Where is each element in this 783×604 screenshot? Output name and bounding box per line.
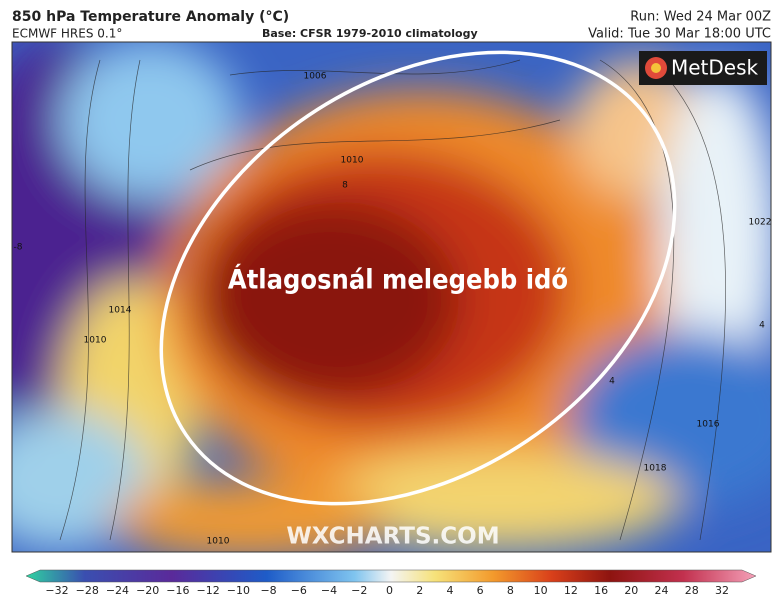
contour-label: 8 <box>342 181 348 191</box>
model: ECMWF HRES 0.1° <box>12 27 122 41</box>
colorbar <box>25 569 757 583</box>
colorbar-label: −10 <box>227 584 250 597</box>
watermark: WXCHARTS.COM <box>286 524 499 550</box>
colorbar-label: −2 <box>351 584 367 597</box>
colorbar-label: −24 <box>106 584 129 597</box>
colorbar-label: 8 <box>507 584 514 597</box>
annotation: Átlagosnál melegebb idő <box>228 264 568 296</box>
contour-label: 1010 <box>84 336 107 346</box>
colorbar-label: 28 <box>685 584 699 597</box>
contour-label: 1016 <box>697 420 720 430</box>
colorbar-label: −20 <box>136 584 159 597</box>
colorbar-label: 0 <box>386 584 393 597</box>
colorbar-label: −16 <box>166 584 189 597</box>
contour-label: 1018 <box>644 464 667 474</box>
colorbar-label: 16 <box>594 584 608 597</box>
colorbar-label: −28 <box>76 584 99 597</box>
run: Run: Wed 24 Mar 00Z <box>630 10 771 25</box>
colorbar-label: −32 <box>45 584 68 597</box>
logo-icon <box>651 63 661 73</box>
contour-label: 1010 <box>341 156 364 166</box>
contour-label: 1022 <box>749 218 772 228</box>
colorbar-label: −12 <box>197 584 220 597</box>
colorbar-label: 4 <box>446 584 453 597</box>
contour-label: 1014 <box>109 306 132 316</box>
logo: MetDesk <box>671 56 759 80</box>
colorbar-label: 12 <box>564 584 578 597</box>
colorbar-label: −4 <box>321 584 337 597</box>
colorbar-label: 6 <box>477 584 484 597</box>
colorbar-label: 32 <box>715 584 729 597</box>
contour-label: -8 <box>14 243 23 253</box>
base: Base: CFSR 1979-2010 climatology <box>262 27 478 40</box>
colorbar-label: 24 <box>655 584 669 597</box>
colorbar-label: −8 <box>260 584 276 597</box>
colorbar-label: 10 <box>534 584 548 597</box>
contour-label: 4 <box>759 321 765 331</box>
colorbar-label: 20 <box>624 584 638 597</box>
map-frame <box>11 41 772 553</box>
colorbar-label: 2 <box>416 584 423 597</box>
contour-label: 4 <box>609 377 615 387</box>
colorbar-label: −6 <box>291 584 307 597</box>
title: 850 hPa Temperature Anomaly (°C) <box>12 9 289 25</box>
valid: Valid: Tue 30 Mar 18:00 UTC <box>588 27 771 42</box>
contour-label: 1006 <box>304 72 327 82</box>
contour-label: 1010 <box>207 537 230 547</box>
